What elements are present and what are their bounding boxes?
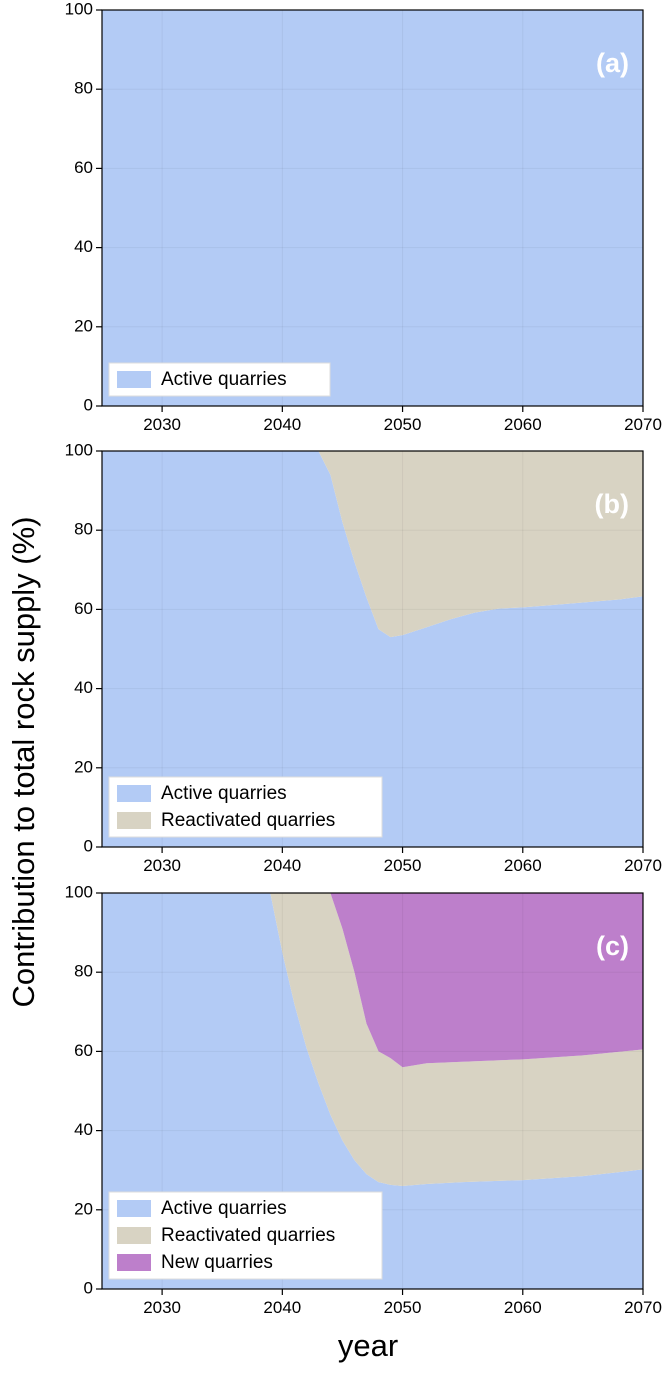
panel-label: (a)	[596, 48, 629, 78]
x-tick-label: 2030	[143, 1298, 181, 1317]
y-tick-label: 40	[74, 678, 93, 697]
y-tick-label: 100	[65, 440, 93, 459]
x-tick-label: 2050	[384, 856, 422, 875]
y-tick-label: 0	[84, 836, 93, 855]
x-tick-label: 2030	[143, 856, 181, 875]
legend-label: Active quarries	[161, 1198, 287, 1219]
x-tick-label: 2070	[624, 856, 662, 875]
legend-box	[108, 776, 383, 838]
legend-swatch	[117, 371, 151, 388]
legend-label: Active quarries	[161, 783, 287, 804]
plot-frame	[101, 9, 644, 407]
x-tick-label: 2060	[504, 415, 542, 434]
x-tick-label: 2060	[504, 1298, 542, 1317]
y-tick-label: 60	[74, 599, 93, 618]
legend-label: Reactivated quarries	[161, 1225, 335, 1246]
y-tick-label: 80	[74, 962, 93, 981]
legend-label: Reactivated quarries	[161, 810, 335, 831]
y-tick-label: 40	[74, 1120, 93, 1139]
y-tick-label: 40	[74, 237, 93, 256]
x-tick-label: 2050	[384, 415, 422, 434]
y-tick-label: 80	[74, 79, 93, 98]
x-axis-title: year	[338, 1328, 398, 1363]
x-tick-label: 2070	[624, 1298, 662, 1317]
y-tick-label: 100	[65, 882, 93, 901]
area-reactivated-quarries	[102, 893, 643, 1187]
x-tick-label: 2050	[384, 1298, 422, 1317]
area-reactivated-quarries	[102, 451, 643, 638]
area-active-quarries	[102, 893, 643, 1289]
legend-swatch	[117, 1254, 151, 1271]
legend-label: New quarries	[161, 1252, 273, 1273]
y-tick-label: 80	[74, 520, 93, 539]
legend-box	[108, 1191, 383, 1280]
x-tick-label: 2070	[624, 415, 662, 434]
x-tick-label: 2030	[143, 415, 181, 434]
plot-frame	[101, 450, 644, 848]
y-tick-label: 0	[84, 395, 93, 414]
y-tick-label: 60	[74, 158, 93, 177]
area-new-quarries	[102, 893, 643, 1068]
plot-frame	[101, 892, 644, 1290]
area-active-quarries	[102, 10, 643, 406]
area-active-quarries	[102, 451, 643, 847]
legend: Active quarries	[108, 362, 331, 397]
x-tick-label: 2040	[263, 1298, 301, 1317]
legend: Active quarries Reactivated quarries	[108, 776, 383, 838]
x-tick-label: 2040	[263, 415, 301, 434]
y-tick-label: 60	[74, 1041, 93, 1060]
legend-swatch	[117, 1200, 151, 1217]
y-tick-label: 100	[65, 0, 93, 18]
panel-label: (c)	[596, 931, 629, 961]
legend-swatch	[117, 1227, 151, 1244]
x-tick-label: 2040	[263, 856, 301, 875]
y-tick-label: 20	[74, 316, 93, 335]
y-tick-label: 20	[74, 1199, 93, 1218]
y-tick-label: 0	[84, 1278, 93, 1297]
y-axis-title: Contribution to total rock supply (%)	[6, 516, 41, 1007]
legend-label: Active quarries	[161, 369, 287, 390]
legend-swatch	[117, 785, 151, 802]
legend: Active quarries Reactivated quarries New q…	[108, 1191, 383, 1280]
x-tick-label: 2060	[504, 856, 542, 875]
legend-swatch	[117, 812, 151, 829]
y-tick-label: 20	[74, 757, 93, 776]
panel-label: (b)	[595, 489, 629, 519]
